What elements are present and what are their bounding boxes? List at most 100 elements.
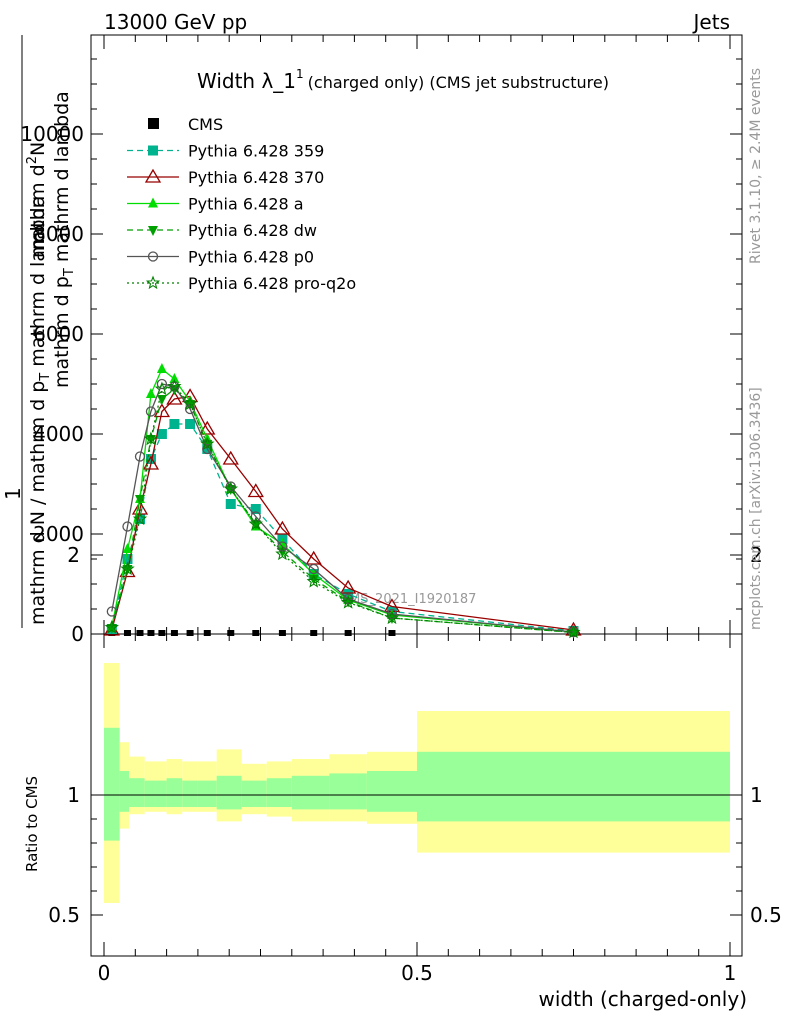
data-point-cms [388,630,396,636]
series-cms [108,630,577,636]
data-point-pq2o [275,546,290,561]
legend-item-cms: CMS [148,115,223,134]
plot-title-sub: (charged only) (CMS jet substructure) [308,73,609,92]
rivet-version-label: Rivet 3.1.10, ≥ 2.4M events [748,68,764,264]
ratio-band-inner [241,780,267,807]
data-point-pdw [568,628,579,639]
data-point-cms [227,630,235,636]
legend-label-pq2o: Pythia 6.428 pro-q2o [188,274,356,293]
x-axis-ticks [103,35,731,956]
legend-label-cms: CMS [188,115,223,134]
ratio-y-tick-label-right: 2 [750,543,763,567]
data-point-pq2o [182,396,198,411]
data-point-cms [136,630,144,636]
data-point-cms [158,630,166,636]
main-y-tick-label: 4000 [33,422,84,446]
legend-label-pdw: Pythia 6.428 dw [188,221,317,240]
data-point-pp0 [156,378,168,390]
data-point-pp0 [134,451,146,462]
data-point-pq2o [104,620,119,634]
legend-item-p359: Pythia 6.428 359 [127,142,324,161]
data-point-p370 [166,390,183,405]
legend-marker-pdw [148,226,158,236]
data-point-pa [145,388,156,398]
data-point-pq2o [200,436,215,451]
legend-marker-pp0 [147,251,159,262]
data-point-p359 [169,419,180,429]
data-point-pq2o [143,431,159,446]
data-point-pq2o [120,561,135,576]
header-process: Jets [692,10,730,34]
y-label-numerator-one: 1 [1,487,25,500]
ratio-band-inner [266,778,292,807]
data-point-cms [123,630,131,636]
plot-title-main: Width λ_1 [197,69,296,93]
data-point-p359 [225,499,236,509]
ratio-band-inner [144,780,167,807]
main-y-tick-label: 10000 [20,122,84,146]
main-y-tick-label: 2000 [33,522,84,546]
legend-marker-cms [148,118,159,129]
main-axis-ticks [91,58,742,635]
data-point-pp0 [277,541,288,552]
data-point-pq2o [566,624,581,639]
legend-label-p370: Pythia 6.428 370 [188,168,324,187]
data-point-pa [122,543,133,553]
plot-title: Width λ_11 (charged only) (CMS jet substr… [197,67,609,93]
legend-marker-pa [148,197,158,208]
data-point-pp0 [202,443,213,455]
data-point-cms [203,630,211,636]
main-y-tick-label: 0 [71,622,84,646]
data-point-pdw [156,395,167,405]
legend-marker-p359 [148,145,158,156]
y-label-numerator-2: mathrm d pT mathrm d lambda [51,91,77,388]
plot-title-sup: 1 [296,67,304,81]
data-point-pdw [308,575,319,585]
x-tick-label: 0.5 [401,961,433,985]
legend-item-pq2o: Pythia 6.428 pro-q2o [127,274,356,293]
data-point-cms [310,630,318,636]
data-point-pdw [134,495,145,505]
mcplots-label: mcplots.cern.ch [arXiv:1306.3436] [748,387,764,630]
data-point-pdw [106,624,117,634]
main-y-tick-label: 8000 [33,222,84,246]
data-point-p359 [145,454,156,464]
ratio-band-inner [366,771,417,812]
data-point-cms [186,630,194,636]
data-point-pdw [122,565,133,575]
legend-item-pdw: Pythia 6.428 dw [127,221,317,240]
legend-label-p359: Pythia 6.428 359 [188,142,324,161]
ratio-band-inner [417,751,730,822]
ratio-uncertainty-bands [104,663,730,903]
data-point-cms [252,630,260,636]
y-label-denominator: mathrm d N / mathrm d pT mathrm d lambda [27,196,53,625]
data-point-p370 [142,455,160,470]
ratio-y-tick-labels: 0.5 0.5 1 1 2 2 [48,543,782,927]
series-group [103,363,582,639]
data-point-pq2o [340,595,356,609]
ratio-y-tick-label: 2 [67,543,80,567]
y-axis-label-ratio: Ratio to CMS [23,776,41,872]
data-point-pdw [250,520,261,530]
ratio-band-inner [197,780,217,807]
series-line-pq2o [111,385,574,633]
ratio-y-tick-label: 0.5 [48,903,80,927]
series-line-p370 [111,395,574,631]
ratio-band-inner [166,778,183,807]
series-pp0 [106,378,579,638]
data-point-pq2o [132,511,148,526]
data-point-pp0 [145,406,157,417]
series-line-pp0 [111,383,574,633]
ratio-band-inner [216,775,242,810]
y-label-numerator: mathrm d2N [25,142,49,258]
ratio-y-tick-label-right: 1 [750,783,763,807]
ratio-axis-ticks [91,554,742,916]
legend-item-p370: Pythia 6.428 370 [127,168,324,187]
data-point-pq2o [223,481,238,496]
legend-label-pp0: Pythia 6.428 p0 [188,248,314,267]
data-point-pq2o [306,573,321,588]
data-point-p359 [156,429,167,439]
data-point-p370 [247,483,264,498]
data-point-pp0 [122,521,133,532]
legend: CMS Pythia 6.428 359 Pythia 6.428 370 Pythi… [127,115,356,293]
